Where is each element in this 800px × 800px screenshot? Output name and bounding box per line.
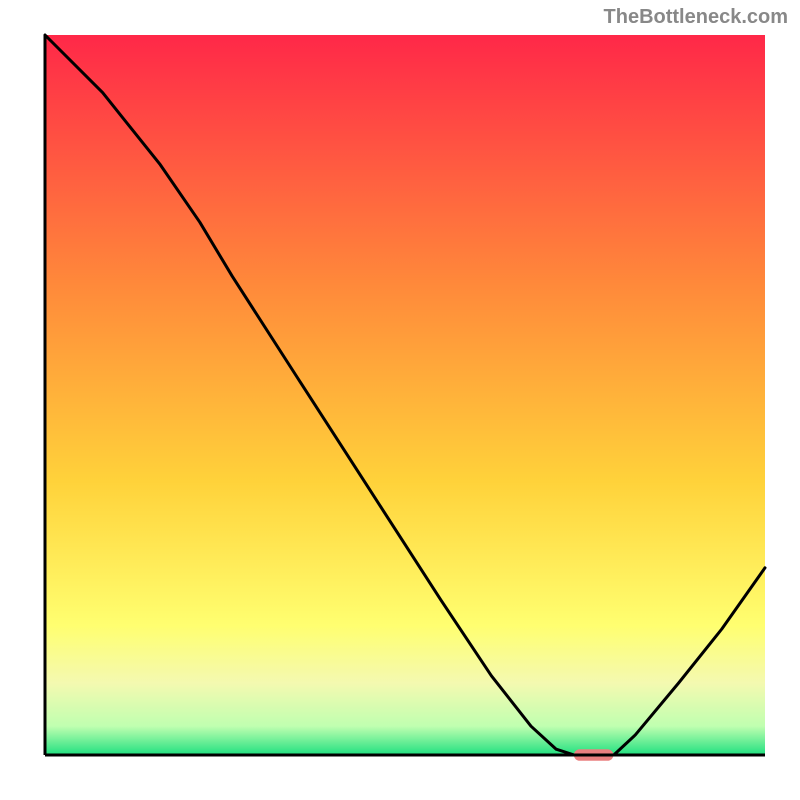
- plot-background: [45, 35, 765, 755]
- chart-container: TheBottleneck.com: [0, 0, 800, 800]
- bottleneck-chart: [0, 0, 800, 800]
- watermark-text: TheBottleneck.com: [604, 6, 788, 29]
